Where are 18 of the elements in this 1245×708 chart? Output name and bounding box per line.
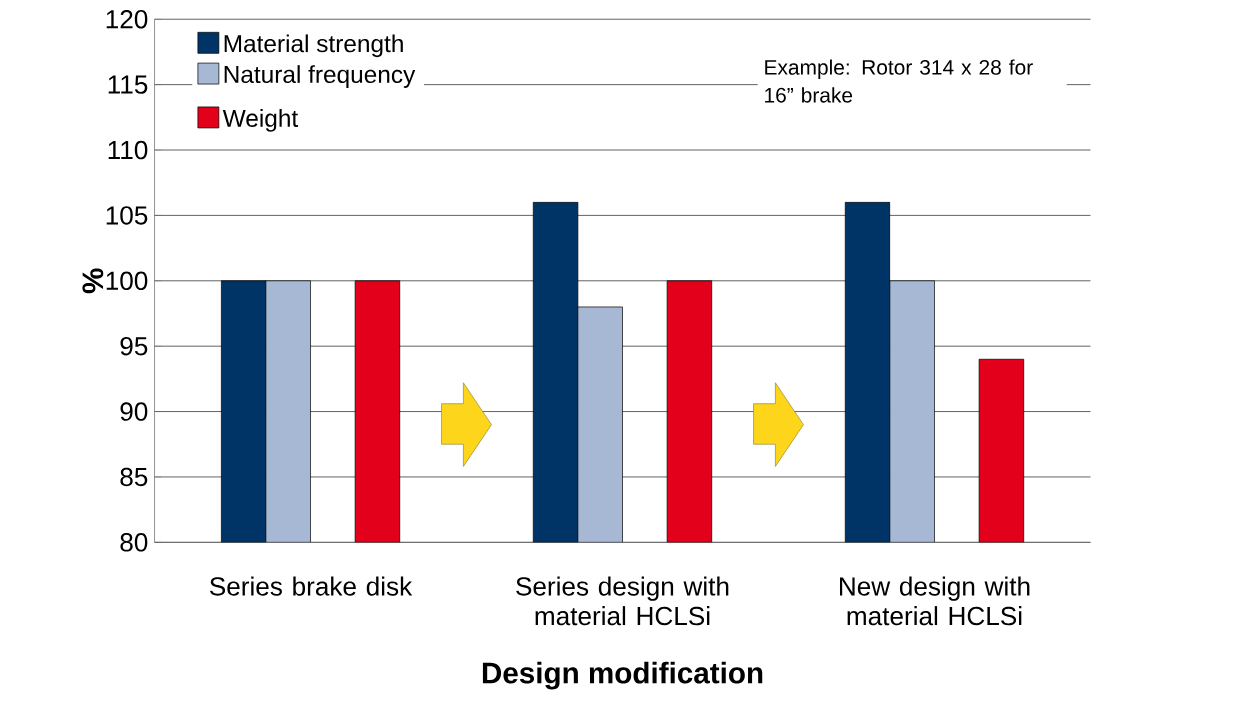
y-tick-label: 95 — [120, 337, 148, 356]
annotation: Example: Rotor 314 x 28 for 16” brake — [765, 59, 1033, 103]
legend-label: Weight — [222, 109, 299, 132]
x-tick-label: Series brake disk — [209, 576, 413, 596]
x-axis-title: Design modification — [482, 661, 763, 690]
y-tick-label: 90 — [120, 402, 148, 421]
x-tick-label: New design with material HCLSi — [839, 576, 1030, 626]
x-tick-label: Series design with material HCLSi — [516, 576, 729, 626]
y-tick-label: 105 — [106, 206, 148, 225]
y-tick-label: 100 — [106, 271, 148, 291]
y-tick-label: 110 — [108, 140, 148, 160]
y-tick-label: 85 — [120, 467, 148, 487]
legend-label: Natural frequency — [224, 65, 416, 89]
y-tick-label: 120 — [106, 10, 148, 29]
y-axis-title: % — [82, 268, 104, 294]
y-tick-label: 115 — [108, 75, 148, 94]
legend-label: Material strength — [224, 34, 403, 58]
y-tick-label: 80 — [120, 533, 148, 552]
